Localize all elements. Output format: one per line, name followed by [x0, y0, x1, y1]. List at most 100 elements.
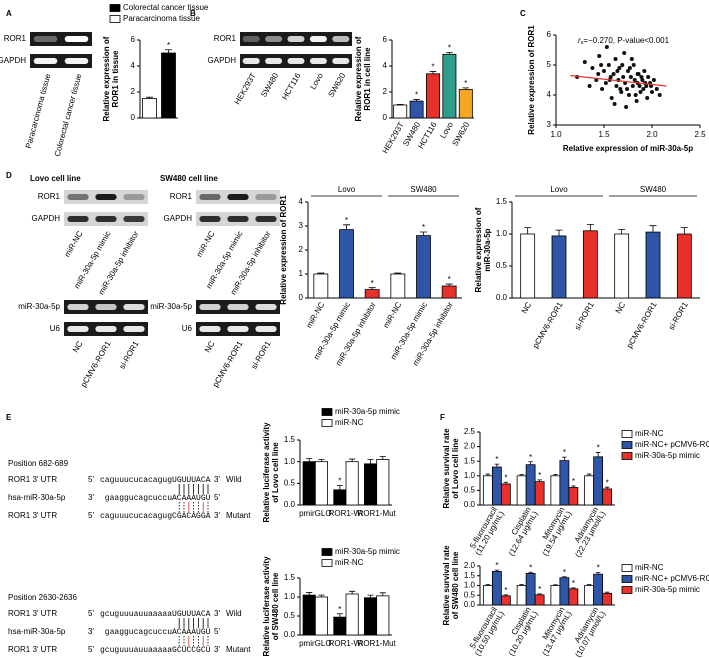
- point: [603, 81, 608, 85]
- blot-lane-label: Paracarcinoma tissue: [24, 72, 53, 149]
- x-tick-label: pmirGLO: [299, 639, 331, 648]
- sequence: caguuucucacagugUGUUUACA: [100, 476, 211, 485]
- legend-label: miR-NC: [335, 558, 364, 567]
- y-axis-label: of Lovo cell line: [451, 438, 460, 499]
- x-tick: Adriamycin(10.07 μmol/L): [573, 606, 608, 658]
- sequence-tag: Mutant: [226, 645, 251, 654]
- blot-lane-label: HCT116: [280, 71, 303, 101]
- point: [632, 78, 637, 82]
- y-axis-label: of Lovo cell line: [271, 442, 280, 503]
- bar: [534, 594, 545, 606]
- legend-swatch: [621, 564, 633, 572]
- blot-band: [64, 58, 89, 64]
- error-bar: [503, 594, 509, 596]
- x-tick-label: 1.0: [550, 130, 562, 139]
- y-tick-label: 0: [131, 113, 136, 122]
- panel-letter: A: [6, 9, 12, 18]
- x-tick-label: Lovo: [438, 120, 455, 140]
- blot-lane: si-ROR1: [249, 339, 272, 371]
- sequence-end: 5': [214, 627, 220, 636]
- y-tick-label: 0.5: [496, 261, 508, 270]
- point: [615, 69, 620, 73]
- bar: [409, 100, 424, 119]
- legend-swatch: [321, 548, 333, 556]
- blot-lane-label: SW480: [259, 71, 280, 99]
- sequence-end: 3': [214, 645, 220, 654]
- blot-band: [123, 304, 145, 310]
- error-bar: [485, 473, 491, 476]
- blot-band: [67, 304, 89, 310]
- sequence-end: 3': [214, 511, 220, 520]
- error-bar: [524, 227, 532, 234]
- bar: [482, 585, 493, 606]
- bar: [363, 597, 378, 636]
- x-tick-label: 2.0: [646, 130, 658, 139]
- error-bar: [555, 229, 563, 236]
- error-bar: [537, 593, 542, 595]
- x-tick: 5-fluorouracil(10.50 μg/mL): [468, 605, 506, 657]
- error-bar: [571, 587, 576, 589]
- y-tick-label: 1.0: [284, 457, 296, 466]
- error-bar: [367, 594, 374, 598]
- blot-band: [67, 194, 89, 200]
- error-bar: [349, 590, 356, 594]
- bar: [491, 571, 502, 606]
- bar: [568, 487, 579, 506]
- error-bar: [306, 592, 313, 596]
- point: [634, 99, 639, 103]
- y-tick-label: 0.0: [464, 600, 476, 609]
- blot-band: [123, 216, 145, 222]
- y-tick-label: 2.0: [464, 442, 476, 451]
- bar: [390, 273, 406, 299]
- sequence-label: ROR1 3' UTR: [8, 645, 57, 654]
- x-tick: Lovo: [438, 120, 455, 140]
- bar: [593, 456, 604, 506]
- sequence-end: 5': [88, 475, 94, 484]
- error-bar: [562, 456, 567, 461]
- legend-swatch: [321, 408, 333, 416]
- error-bar: [379, 592, 386, 596]
- y-tick-label: 0.0: [464, 500, 476, 509]
- significance-mark: *: [415, 91, 418, 100]
- blot-lane: miR-NC: [195, 229, 217, 258]
- legend-label: miR-30a-5p mimic: [335, 547, 400, 556]
- y-tick-label: 4: [383, 61, 388, 70]
- bar: [525, 573, 536, 606]
- error-bar: [595, 572, 601, 575]
- x-tick: miR-NC: [381, 300, 403, 329]
- x-tick: Adriamycin(22.23 μmol/L): [573, 506, 608, 559]
- legend-swatch: [621, 586, 633, 594]
- error-bar: [367, 459, 374, 464]
- blot-band: [95, 216, 117, 222]
- y-tick-label: 1: [299, 269, 304, 278]
- point: [622, 51, 627, 55]
- x-tick-label: si-ROR1: [573, 300, 596, 332]
- bar: [314, 596, 329, 636]
- error-bar: [379, 456, 386, 460]
- point: [621, 75, 626, 79]
- y-tick-label: 1.5: [464, 571, 476, 580]
- sequence-end: 3': [88, 627, 94, 636]
- point: [620, 63, 625, 67]
- x-tick-label: 1.5: [598, 130, 610, 139]
- bar: [559, 577, 570, 606]
- error-bar: [595, 452, 601, 457]
- blot-row-label: ROR1: [170, 192, 193, 201]
- blot-lane-label: NC: [203, 339, 217, 354]
- panel-letter: D: [6, 171, 12, 180]
- x-tick-label: 2.5: [694, 130, 706, 139]
- blot-lane: Lovo: [308, 71, 325, 91]
- blot-lane: NC: [71, 339, 85, 354]
- error-bar: [349, 458, 356, 462]
- x-tick-label: ROR1-Wt: [329, 639, 364, 648]
- sequence-end: 5': [88, 511, 94, 520]
- blot-band: [199, 216, 221, 222]
- y-tick-label: 0: [383, 113, 388, 122]
- y-tick-label: 6: [547, 30, 552, 39]
- blot-strip: [30, 54, 92, 68]
- y-tick-label: 0.0: [284, 630, 296, 639]
- x-tick-label: SW620: [450, 120, 471, 148]
- y-axis-label: Relative expression of: [354, 36, 363, 121]
- sequence-end: 5': [88, 645, 94, 654]
- sequence-end: 5': [88, 609, 94, 618]
